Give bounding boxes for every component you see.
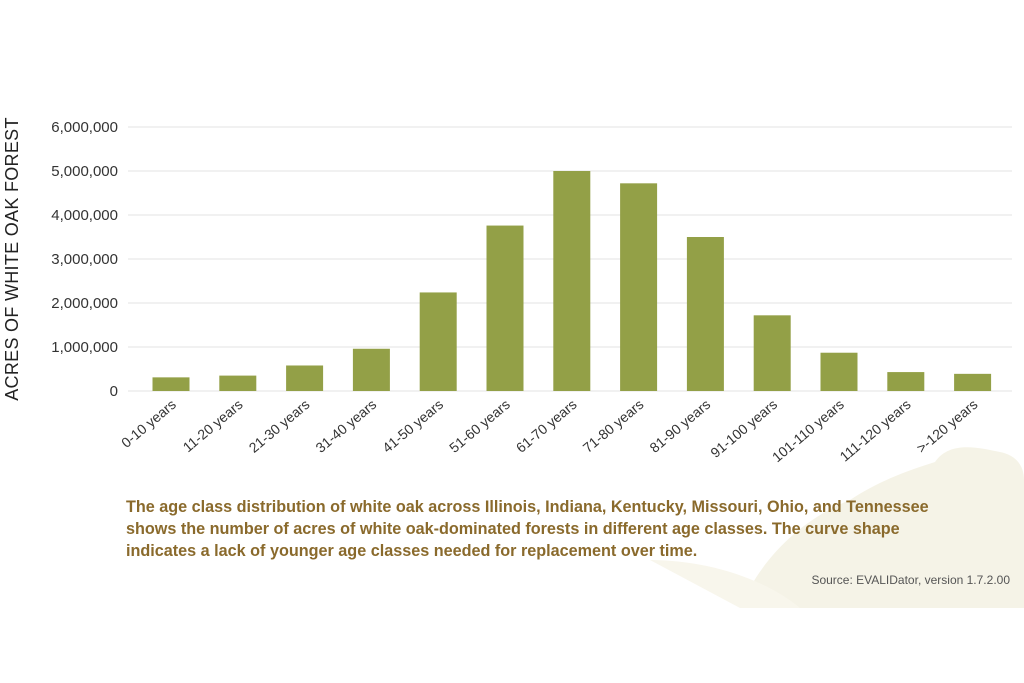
bars xyxy=(152,171,992,391)
x-tick-label: 11-20 years xyxy=(180,396,246,455)
figure-caption: The age class distribution of white oak … xyxy=(126,498,929,560)
x-tick-label: 81-90 years xyxy=(646,396,713,456)
bar xyxy=(820,352,858,391)
bar xyxy=(686,237,724,391)
y-tick-label: 0 xyxy=(110,383,118,400)
bar xyxy=(486,225,524,391)
x-tick-label: 101-110 years xyxy=(769,396,847,465)
y-tick-label: 3,000,000 xyxy=(51,251,118,268)
y-tick-label: 5,000,000 xyxy=(51,163,118,180)
x-tick-label: >-120 years xyxy=(913,396,980,456)
x-tick-label: 71-80 years xyxy=(580,396,647,456)
bar xyxy=(286,365,324,391)
bar xyxy=(219,375,257,391)
x-axis-ticks: 0-10 years 11-20 years 21-30 years 31-40 ye… xyxy=(118,396,981,465)
bar xyxy=(352,348,390,391)
bar xyxy=(553,171,591,391)
source-note: Source: EVALIDator, version 1.7.2.00 xyxy=(811,573,1010,587)
bar xyxy=(887,372,925,391)
y-tick-label: 4,000,000 xyxy=(51,207,118,224)
bar xyxy=(419,292,457,391)
bar xyxy=(152,377,190,391)
y-tick-label: 1,000,000 xyxy=(51,339,118,356)
y-axis-ticks: 0 1,000,000 2,000,000 3,000,000 4,000,000 5,0… xyxy=(51,119,118,400)
y-tick-label: 2,000,000 xyxy=(51,295,118,312)
y-tick-label: 6,000,000 xyxy=(51,119,118,136)
x-tick-label: 41-50 years xyxy=(379,396,446,456)
bar xyxy=(954,373,992,391)
x-tick-label: 61-70 years xyxy=(513,396,580,456)
gridlines xyxy=(128,126,1012,392)
x-tick-label: 31-40 years xyxy=(312,396,379,456)
x-tick-label: 0-10 years xyxy=(118,396,179,451)
x-tick-label: 111-120 years xyxy=(836,396,913,464)
x-tick-label: 91-100 years xyxy=(707,396,780,461)
y-axis-label: ACRES OF WHITE OAK FOREST xyxy=(2,117,22,401)
bar xyxy=(620,183,658,391)
x-tick-label: 21-30 years xyxy=(246,396,313,456)
bar xyxy=(753,315,791,391)
x-tick-label: 51-60 years xyxy=(446,396,513,456)
